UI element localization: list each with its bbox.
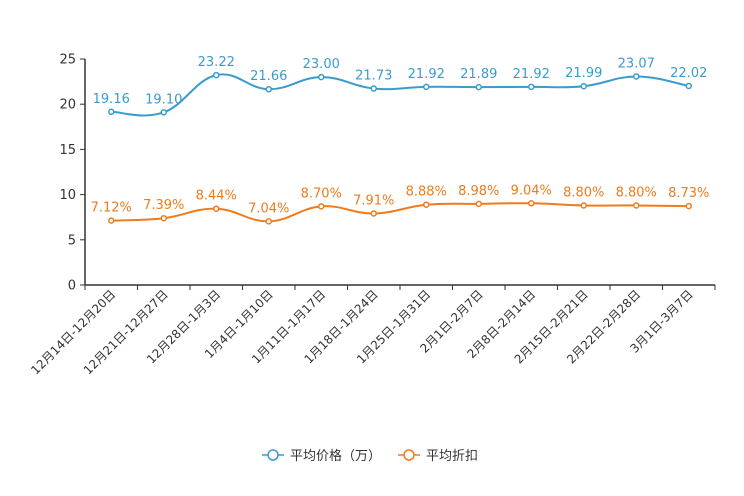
data-point[interactable] bbox=[160, 214, 167, 222]
data-label: 22.02 bbox=[670, 66, 707, 81]
data-label: 7.39% bbox=[143, 198, 184, 213]
data-label: 19.16 bbox=[93, 92, 130, 107]
legend-marker-icon bbox=[267, 449, 279, 461]
legend-label: 平均价格（万） bbox=[290, 448, 381, 464]
data-label: 8.80% bbox=[616, 185, 657, 200]
data-label: 21.73 bbox=[355, 69, 392, 84]
data-point[interactable] bbox=[580, 82, 587, 90]
data-label: 7.91% bbox=[353, 193, 394, 208]
data-point[interactable] bbox=[370, 210, 377, 217]
data-point[interactable] bbox=[108, 217, 115, 224]
data-label: 19.10 bbox=[145, 92, 182, 107]
y-tick-label: 20 bbox=[59, 98, 76, 113]
data-label: 8.44% bbox=[196, 189, 237, 204]
data-point[interactable] bbox=[213, 71, 220, 79]
data-point[interactable] bbox=[318, 203, 325, 210]
legend-item-1[interactable]: 平均折扣 bbox=[398, 449, 478, 464]
data-labels: 19.16 19.10 23.22 21.66 23.00 21.73 21.92 21.89… bbox=[91, 55, 710, 216]
series-line-0 bbox=[111, 73, 689, 117]
data-label: 7.04% bbox=[248, 201, 289, 216]
data-point[interactable] bbox=[108, 108, 115, 116]
data-label: 21.99 bbox=[565, 66, 602, 81]
data-label: 9.04% bbox=[511, 183, 552, 198]
data-point[interactable] bbox=[160, 109, 167, 116]
data-label: 8.73% bbox=[668, 186, 709, 201]
data-label: 21.66 bbox=[250, 69, 287, 84]
data-point[interactable] bbox=[633, 202, 640, 209]
data-point[interactable] bbox=[580, 202, 587, 209]
data-label: 21.92 bbox=[513, 67, 550, 82]
x-tick-label: 12月14日-12月20日 bbox=[28, 287, 118, 377]
data-point[interactable] bbox=[265, 218, 272, 225]
data-label: 23.00 bbox=[303, 57, 340, 72]
data-point[interactable] bbox=[423, 201, 430, 208]
data-label: 8.70% bbox=[301, 186, 342, 201]
data-point[interactable] bbox=[423, 83, 430, 91]
series-line-1 bbox=[111, 202, 689, 223]
data-label: 7.12% bbox=[91, 201, 132, 216]
data-label: 23.07 bbox=[618, 56, 655, 71]
data-label: 21.92 bbox=[408, 67, 445, 82]
data-point[interactable] bbox=[265, 85, 272, 93]
data-label: 23.22 bbox=[198, 55, 235, 70]
data-label: 8.80% bbox=[563, 185, 604, 200]
legend[interactable]: 平均价格（万） 平均折扣 bbox=[262, 448, 478, 464]
data-point[interactable] bbox=[685, 82, 692, 90]
data-point[interactable] bbox=[370, 85, 377, 92]
y-tick-label: 15 bbox=[59, 143, 76, 158]
legend-label: 平均折扣 bbox=[426, 449, 478, 464]
data-point[interactable] bbox=[318, 73, 325, 81]
data-point[interactable] bbox=[633, 73, 640, 80]
data-point[interactable] bbox=[528, 200, 535, 207]
data-label: 21.89 bbox=[460, 67, 497, 82]
data-label: 8.98% bbox=[458, 184, 499, 199]
data-label: 8.88% bbox=[406, 185, 447, 200]
data-point[interactable] bbox=[213, 205, 220, 212]
data-point[interactable] bbox=[685, 202, 692, 210]
legend-item-0[interactable]: 平均价格（万） bbox=[262, 448, 381, 464]
y-tick-label: 0 bbox=[68, 279, 76, 294]
series-layer bbox=[108, 71, 692, 225]
y-tick-label: 5 bbox=[68, 233, 76, 248]
legend-marker-icon bbox=[403, 449, 415, 461]
y-tick-label: 25 bbox=[59, 53, 76, 68]
data-point[interactable] bbox=[475, 200, 482, 208]
data-point[interactable] bbox=[528, 83, 535, 91]
data-point[interactable] bbox=[475, 83, 482, 91]
y-tick-label: 10 bbox=[59, 188, 76, 203]
